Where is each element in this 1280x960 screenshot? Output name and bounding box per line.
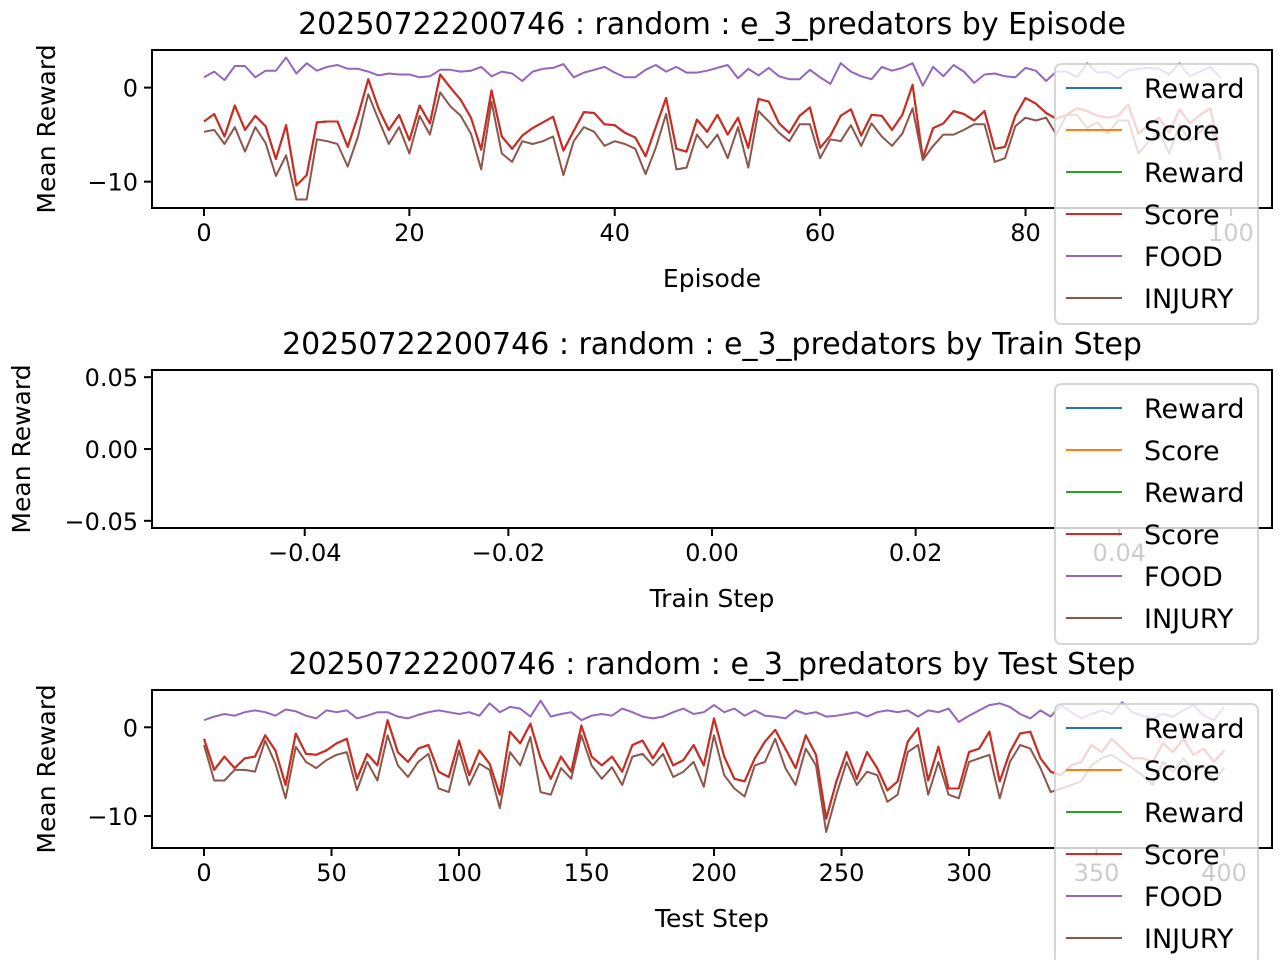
x-tick-label: 50 (316, 859, 347, 887)
y-tick-label: 0.00 (85, 436, 138, 464)
chart-title: 20250722200746 : random : e_3_predators … (298, 7, 1126, 42)
axes-frame (151, 49, 1273, 209)
y-tick-label: 0.05 (85, 364, 138, 392)
legend-label: Score (1144, 200, 1220, 231)
legend-label: Score (1144, 840, 1220, 871)
series-line-score (203, 73, 1222, 187)
series-line-food (203, 56, 1222, 87)
y-tick-label: −0.05 (64, 508, 138, 536)
x-axis-label: Test Step (654, 904, 769, 933)
x-axis-label: Train Step (649, 584, 775, 613)
subplot-3: 0501001502002503003504000−10202507222007… (32, 647, 1273, 960)
x-tick-label: 100 (436, 859, 482, 887)
y-axis-label: Mean Reward (7, 364, 36, 533)
y-tick-label: 0 (123, 714, 138, 742)
x-tick-label: 80 (1010, 219, 1041, 247)
legend-label: INJURY (1144, 284, 1234, 315)
x-tick-label: 0 (196, 859, 211, 887)
legend: Reward Score Reward Score FOOD INJURY (1054, 383, 1259, 645)
y-axis-label: Mean Reward (32, 684, 61, 853)
y-tick-label: −10 (87, 169, 138, 197)
legend-label: Reward (1144, 714, 1245, 745)
x-axis-label: Episode (663, 264, 761, 293)
legend-label: FOOD (1144, 882, 1223, 913)
x-tick-label: 250 (819, 859, 865, 887)
x-tick-label: 0.02 (889, 539, 942, 567)
x-tick-label: 300 (946, 859, 992, 887)
x-tick-label: −0.02 (472, 539, 546, 567)
legend-label: Reward (1144, 394, 1245, 425)
legend-label: Score (1144, 756, 1220, 787)
series-line-injury (203, 91, 1222, 201)
y-tick-label: −10 (87, 803, 138, 831)
legend-label: Reward (1144, 798, 1245, 829)
series-group (203, 56, 1222, 201)
chart-title: 20250722200746 : random : e_3_predators … (289, 647, 1136, 682)
y-tick-label: 0 (123, 75, 138, 103)
legend-label: INJURY (1144, 604, 1234, 635)
legend-label: FOOD (1144, 562, 1223, 593)
chart-title: 20250722200746 : random : e_3_predators … (282, 327, 1142, 362)
legend-label: Reward (1144, 74, 1245, 105)
legend-label: FOOD (1144, 242, 1223, 273)
x-tick-label: 60 (805, 219, 836, 247)
axes-frame (151, 689, 1273, 849)
legend-label: Reward (1144, 158, 1245, 189)
legend: Reward Score Reward Score FOOD INJURY (1054, 63, 1259, 325)
x-tick-label: 150 (564, 859, 610, 887)
x-tick-label: 200 (691, 859, 737, 887)
legend-label: Score (1144, 436, 1220, 467)
x-tick-label: 0.00 (685, 539, 738, 567)
legend-label: INJURY (1144, 924, 1234, 955)
x-tick-label: 0 (196, 219, 211, 247)
legend-label: Reward (1144, 478, 1245, 509)
legend-label: Score (1144, 520, 1220, 551)
subplot-2: −0.04−0.020.000.020.040.050.00−0.0520250… (7, 327, 1273, 645)
x-tick-label: −0.04 (268, 539, 342, 567)
x-tick-label: 20 (394, 219, 425, 247)
legend-label: Score (1144, 116, 1220, 147)
legend: Reward Score Reward Score FOOD INJURY (1054, 703, 1259, 960)
x-tick-label: 40 (599, 219, 630, 247)
y-axis-label: Mean Reward (32, 44, 61, 213)
